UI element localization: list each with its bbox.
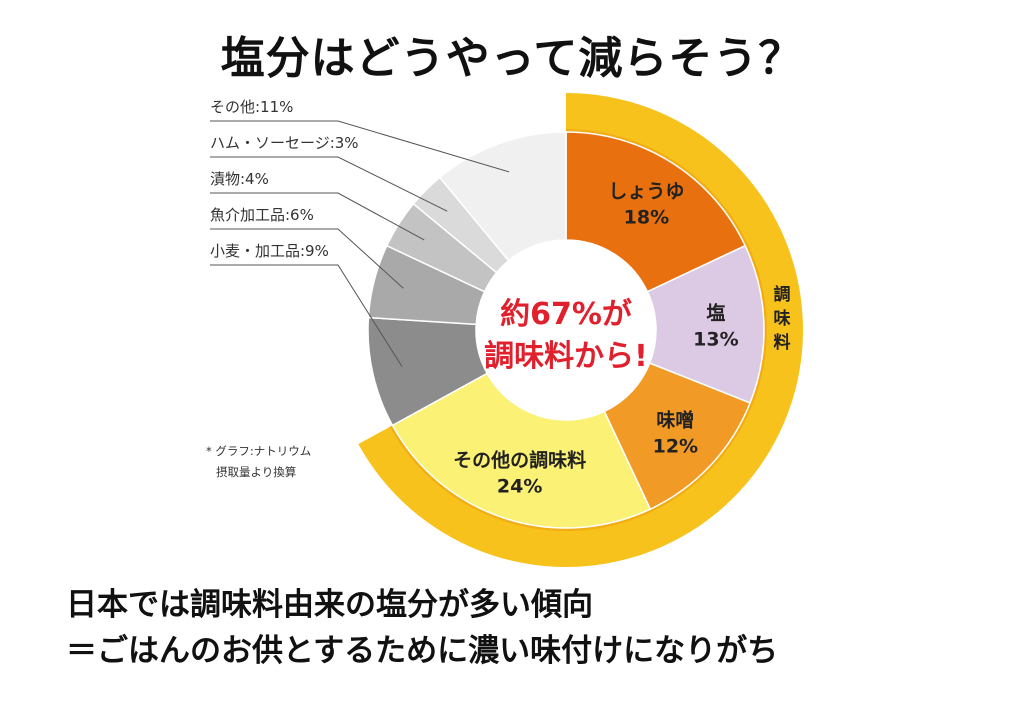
leader-label-5: 小麦・加工品:9% bbox=[210, 242, 329, 260]
leader-line-9 bbox=[210, 120, 510, 173]
leader-label-9: その他:11% bbox=[210, 98, 293, 116]
page-title: 塩分はどうやって減らそう？ bbox=[220, 33, 804, 84]
center-text-line-2: 調味料から! bbox=[484, 339, 648, 374]
leader-line-5 bbox=[210, 264, 403, 367]
slice-label-3: 味噌 bbox=[656, 409, 694, 432]
slice-value-2: 13% bbox=[693, 328, 738, 350]
slice-label-1: しょうゆ bbox=[608, 180, 684, 202]
slice-value-4: 24% bbox=[497, 476, 542, 498]
footer-line-2: ＝ごはんのお供とするために濃い味付けになりがち bbox=[66, 633, 779, 669]
slice-labels-group: しょうゆ 18% 塩 13% 味噌 12% その他の調味料 24% その他:11% ハム・ソーセー… bbox=[210, 98, 739, 498]
center-hole bbox=[476, 240, 656, 420]
leader-line-6 bbox=[210, 228, 404, 289]
leader-label-7: 漬物:4% bbox=[210, 170, 269, 188]
footer: 日本では調味料由来の塩分が多い傾向 ＝ごはんのお供とするために濃い味付けになりが… bbox=[66, 582, 1006, 674]
slice-label-4: その他の調味料 bbox=[453, 449, 586, 472]
slice-value-3: 12% bbox=[653, 436, 698, 458]
leader-label-8: ハム・ソーセージ:3% bbox=[210, 134, 359, 152]
slice-value-1: 18% bbox=[624, 206, 669, 228]
leader-line-8 bbox=[210, 156, 448, 212]
leader-line-7 bbox=[210, 192, 425, 241]
leader-label-6: 魚介加工品:6% bbox=[210, 206, 314, 224]
slice-label-2: 塩 bbox=[706, 301, 725, 324]
footer-line-1: 日本では調味料由来の塩分が多い傾向 bbox=[66, 587, 593, 623]
note-line-1: * グラフ:ナトリウム bbox=[206, 444, 311, 458]
outer-ring-label: 調味料 bbox=[774, 284, 791, 353]
leader-lines-group bbox=[210, 120, 510, 367]
note-line-2: 摂取量より換算 bbox=[216, 465, 296, 479]
center-text-line-1: 約67%が bbox=[500, 297, 632, 332]
